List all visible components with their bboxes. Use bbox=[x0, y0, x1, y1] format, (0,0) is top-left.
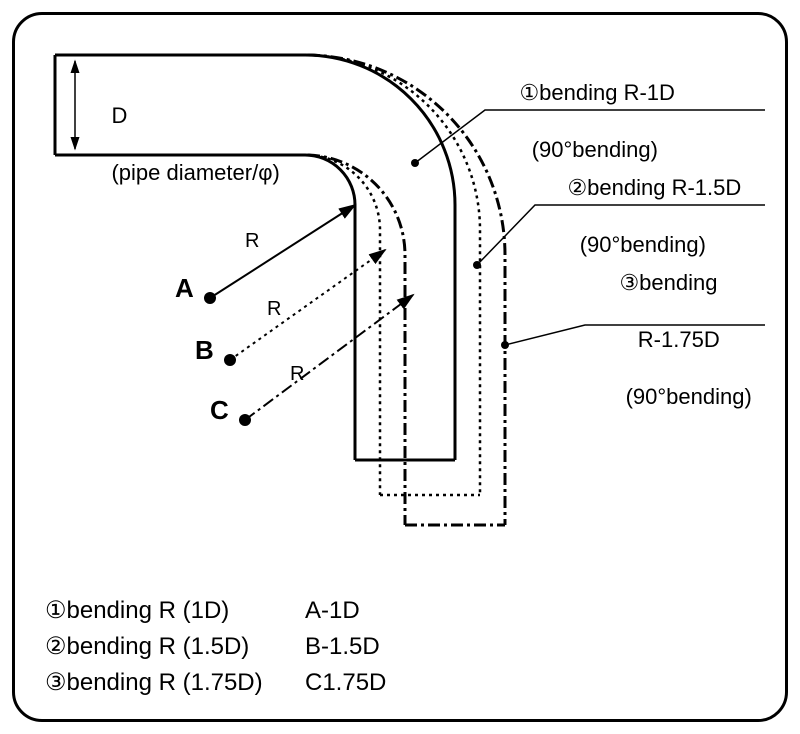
diagram-frame: D (pipe diameter/φ) A B C R R R ①bending… bbox=[12, 12, 788, 722]
legend-3-col1: ③bending R (1.75D) bbox=[45, 665, 305, 701]
callout-1-line1: ①bending R-1D bbox=[519, 80, 674, 105]
r-label-c: R bbox=[290, 363, 304, 386]
radius-arrow-a bbox=[210, 205, 355, 298]
r-label-b: R bbox=[267, 298, 281, 321]
legend-1-col1: ①bending R (1D) bbox=[45, 593, 305, 629]
d-label-line2: (pipe diameter/φ) bbox=[111, 160, 279, 185]
d-label-line1: D bbox=[111, 103, 127, 128]
radius-arrow-b bbox=[230, 250, 385, 360]
legend-row-3: ③bending R (1.75D) C1.75D bbox=[45, 665, 386, 701]
legend-row-2: ②bending R (1.5D) B-1.5D bbox=[45, 629, 386, 665]
callout-2-line1: ②bending R-1.5D bbox=[567, 175, 741, 200]
callout-3-line3: (90°bending) bbox=[626, 384, 752, 409]
legend-2-col2: B-1.5D bbox=[305, 629, 380, 665]
r-label-a: R bbox=[245, 230, 259, 253]
legend-2-col1: ②bending R (1.5D) bbox=[45, 629, 305, 665]
callout-3-line1: ③bending bbox=[619, 270, 717, 295]
legend-3-col2: C1.75D bbox=[305, 665, 386, 701]
dimension-d-label: D (pipe diameter/φ) bbox=[87, 73, 280, 216]
point-c-label: C bbox=[210, 395, 229, 426]
legend-row-1: ①bending R (1D) A-1D bbox=[45, 593, 386, 629]
point-a-label: A bbox=[175, 273, 194, 304]
callout-3-line2: R-1.75D bbox=[638, 327, 720, 352]
point-b-label: B bbox=[195, 335, 214, 366]
callout-3-text: ③bending R-1.75D (90°bending) bbox=[595, 240, 752, 440]
legend-1-col2: A-1D bbox=[305, 593, 360, 629]
legend: ①bending R (1D) A-1D ②bending R (1.5D) B… bbox=[45, 593, 386, 701]
